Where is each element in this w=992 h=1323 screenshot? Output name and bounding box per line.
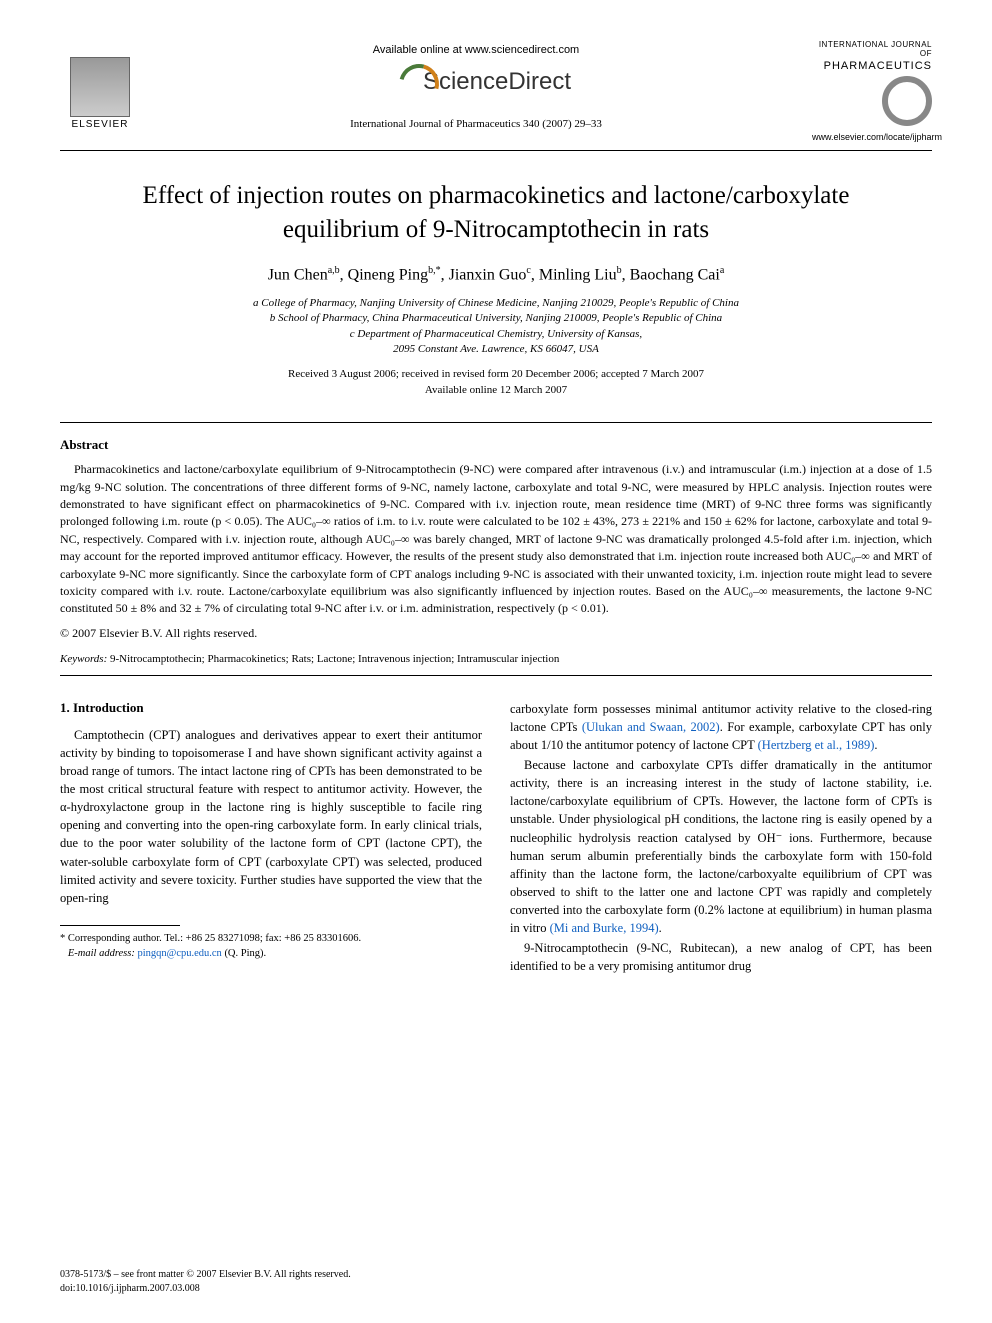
ref-hertzberg-1989[interactable]: (Hertzberg et al., 1989) [758,738,875,752]
keywords-list: 9-Nitrocamptothecin; Pharmacokinetics; R… [110,653,559,665]
page-footer: 0378-5173/$ – see front matter © 2007 El… [60,1268,351,1295]
dates-received: Received 3 August 2006; received in revi… [60,367,932,382]
available-online-text: Available online at www.sciencedirect.co… [140,44,812,56]
ref-mi-burke-1994[interactable]: (Mi and Burke, 1994) [550,921,659,935]
article-affiliations: a College of Pharmacy, Nanjing Universit… [60,296,932,358]
sciencedirect-swoosh-icon [381,64,417,100]
abstract-top-rule [60,422,932,423]
p1-post: . [874,738,877,752]
article-authors: Jun Chena,b, Qineng Pingb,*, Jianxin Guo… [60,265,932,284]
p2-pre: Because lactone and carboxylate CPTs dif… [510,758,932,935]
affiliation-b: b School of Pharmacy, China Pharmaceutic… [60,311,932,326]
journal-logo-main-text: PHARMACEUTICS [812,60,932,72]
p2-post: . [659,921,662,935]
footer-doi: doi:10.1016/j.ijpharm.2007.03.008 [60,1282,351,1296]
elsevier-logo: ELSEVIER [60,40,140,130]
intro-para-1: Camptothecin (CPT) analogues and derivat… [60,726,482,907]
corresponding-email-link[interactable]: pingqn@cpu.edu.cn [137,948,221,959]
abstract-copyright: © 2007 Elsevier B.V. All rights reserved… [60,626,932,641]
email-label: E-mail address: [68,948,135,959]
intro-para-1-cont: carboxylate form possesses minimal antit… [510,700,932,754]
journal-logo-top-text: INTERNATIONAL JOURNAL OF [812,40,932,58]
footer-front-matter: 0378-5173/$ – see front matter © 2007 El… [60,1268,351,1282]
corresponding-footnote: * Corresponding author. Tel.: +86 25 832… [60,932,482,961]
affiliation-a: a College of Pharmacy, Nanjing Universit… [60,296,932,311]
header-center: Available online at www.sciencedirect.co… [140,40,812,130]
journal-ring-icon [882,76,932,126]
article-title: Effect of injection routes on pharmacoki… [90,179,902,247]
ref-ulukan-2002[interactable]: (Ulukan and Swaan, 2002) [582,720,720,734]
corresponding-email-line: E-mail address: pingqn@cpu.edu.cn (Q. Pi… [60,947,482,962]
keywords-label: Keywords: [60,653,107,665]
sciencedirect-text: ScienceDirect [423,68,571,96]
affiliation-c: c Department of Pharmaceutical Chemistry… [60,327,932,342]
journal-url: www.elsevier.com/locate/ijpharm [812,132,932,142]
dates-online: Available online 12 March 2007 [60,383,932,398]
intro-para-3: 9-Nitrocamptothecin (9-NC, Rubitecan), a… [510,939,932,975]
corresponding-author: * Corresponding author. Tel.: +86 25 832… [60,932,482,947]
sciencedirect-logo: ScienceDirect [381,64,571,100]
corresponding-name: (Q. Ping). [224,948,266,959]
abstract-text: Pharmacokinetics and lactone/carboxylate… [60,461,932,618]
article-keywords: Keywords: 9-Nitrocamptothecin; Pharmacok… [60,653,932,665]
abstract-body: Pharmacokinetics and lactone/carboxylate… [60,461,932,618]
elsevier-tree-icon [70,57,130,117]
elsevier-label: ELSEVIER [72,119,129,130]
body-columns: 1. Introduction Camptothecin (CPT) analo… [60,700,932,978]
abstract-heading: Abstract [60,437,932,453]
affiliation-c-2: 2095 Constant Ave. Lawrence, KS 66047, U… [60,342,932,357]
header-rule [60,150,932,151]
article-dates: Received 3 August 2006; received in revi… [60,367,932,398]
journal-cover-logo: INTERNATIONAL JOURNAL OF PHARMACEUTICS w… [812,40,932,142]
journal-header: ELSEVIER Available online at www.science… [60,40,932,142]
column-right: carboxylate form possesses minimal antit… [510,700,932,978]
section-1-col1-text: Camptothecin (CPT) analogues and derivat… [60,726,482,907]
section-1-col2-text: carboxylate form possesses minimal antit… [510,700,932,976]
intro-para-2: Because lactone and carboxylate CPTs dif… [510,756,932,937]
footnote-rule [60,925,180,926]
column-left: 1. Introduction Camptothecin (CPT) analo… [60,700,482,978]
abstract-bottom-rule [60,675,932,676]
section-1-heading: 1. Introduction [60,700,482,716]
journal-reference: International Journal of Pharmaceutics 3… [140,118,812,130]
